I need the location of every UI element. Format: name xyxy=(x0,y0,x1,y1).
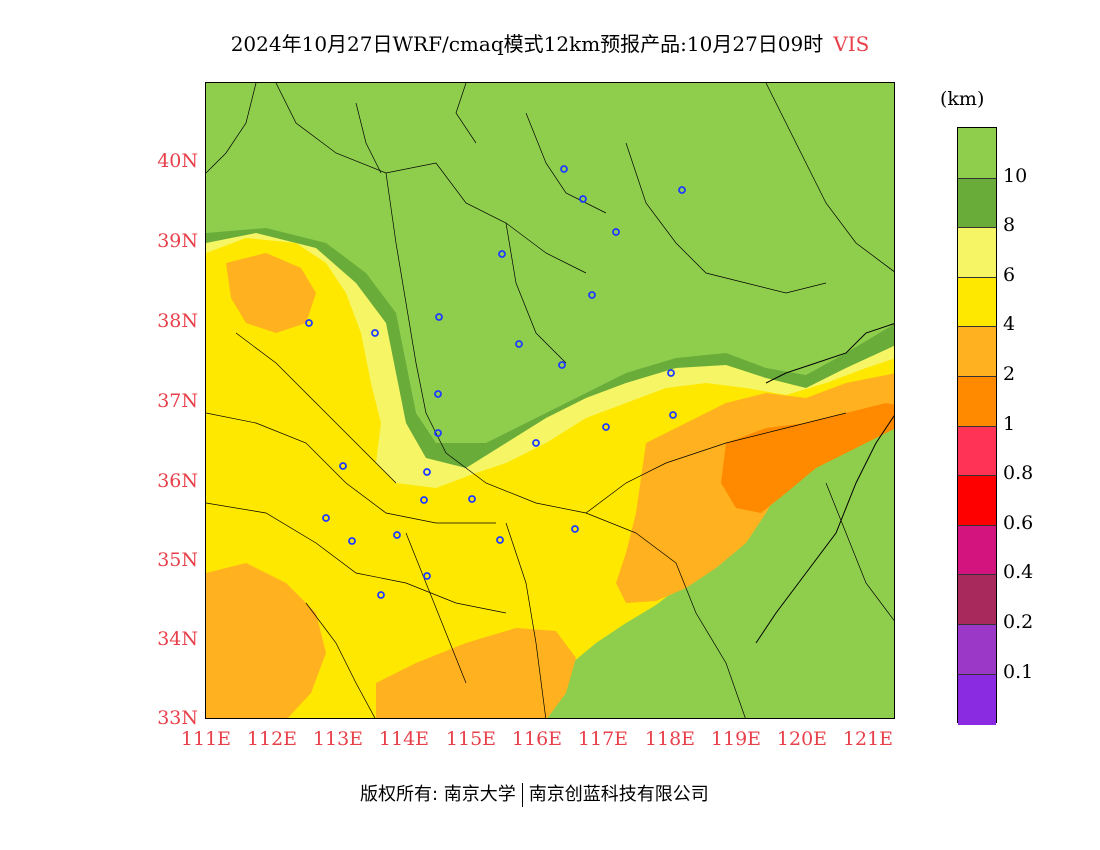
title-variable: VIS xyxy=(833,32,870,56)
lon-label-119e: 119E xyxy=(710,728,762,750)
lon-label-118e: 118E xyxy=(644,728,696,750)
station-marker xyxy=(678,186,686,194)
lat-label-38n: 38N xyxy=(157,310,198,332)
legend-label: 1 xyxy=(1003,412,1016,435)
legend-label: 8 xyxy=(1003,214,1016,237)
legend-swatch xyxy=(958,276,996,328)
station-marker xyxy=(339,462,347,470)
footer-left: 版权所有: 南京大学 xyxy=(360,784,516,805)
station-marker xyxy=(496,536,504,544)
station-marker xyxy=(667,369,675,377)
legend-swatch xyxy=(958,574,996,626)
lat-label-33n: 33N xyxy=(157,707,198,729)
station-marker xyxy=(515,340,523,348)
station-marker xyxy=(579,195,587,203)
chart-title: 2024年10月27日WRF/cmaq模式12km预报产品:10月27日09时 V… xyxy=(0,28,1100,57)
lat-label-36n: 36N xyxy=(157,470,198,492)
legend-swatch xyxy=(958,524,996,576)
station-marker xyxy=(602,423,610,431)
legend-label: 0.4 xyxy=(1003,561,1034,584)
lat-label-40n: 40N xyxy=(157,150,198,172)
lon-label-112e: 112E xyxy=(246,728,298,750)
lat-label-34n: 34N xyxy=(157,628,198,650)
coastline xyxy=(755,323,894,644)
lon-label-120e: 120E xyxy=(776,728,828,750)
station-marker xyxy=(468,495,476,503)
station-marker xyxy=(532,439,540,447)
legend-swatch xyxy=(958,326,996,378)
legend-swatch xyxy=(958,624,996,676)
lon-label-114e: 114E xyxy=(378,728,430,750)
station-marker xyxy=(612,228,620,236)
lat-label-39n: 39N xyxy=(157,230,198,252)
footer-right: 南京创蓝科技有限公司 xyxy=(528,784,709,805)
copyright-footer: 版权所有: 南京大学 南京创蓝科技有限公司 xyxy=(360,780,709,807)
lon-label-113e: 113E xyxy=(312,728,364,750)
legend-swatch xyxy=(958,475,996,527)
station-marker xyxy=(348,537,356,545)
lon-label-117e: 117E xyxy=(577,728,629,750)
legend-colorbar xyxy=(957,127,997,725)
station-marker xyxy=(434,429,442,437)
legend-swatch xyxy=(958,425,996,477)
legend-label: 2 xyxy=(1003,363,1016,385)
station-marker xyxy=(423,572,431,580)
station-marker xyxy=(423,468,431,476)
legend-label: 0.8 xyxy=(1003,462,1034,485)
legend-swatch xyxy=(958,227,996,279)
legend-label: 0.2 xyxy=(1003,611,1034,633)
station-marker xyxy=(498,250,506,258)
station-marker xyxy=(558,361,566,369)
legend-unit: (km) xyxy=(940,88,985,110)
legend-swatch xyxy=(958,376,996,428)
station-marker xyxy=(669,411,677,419)
lon-label-116e: 116E xyxy=(511,728,563,750)
station-marker xyxy=(435,313,443,321)
legend-label: 0.6 xyxy=(1003,511,1034,534)
lon-label-121e: 121E xyxy=(842,728,894,750)
station-marker xyxy=(571,525,579,533)
legend-label: 10 xyxy=(1003,164,1028,187)
map-svg xyxy=(206,83,894,718)
legend-label: 4 xyxy=(1003,313,1016,336)
legend-label: 0.1 xyxy=(1003,660,1034,683)
admin-boundaries xyxy=(206,83,894,718)
map-panel[interactable] xyxy=(205,82,895,719)
lat-label-35n: 35N xyxy=(157,549,198,571)
legend-swatch xyxy=(958,673,996,725)
legend-swatch xyxy=(958,177,996,229)
legend-swatch xyxy=(958,128,996,179)
station-marker xyxy=(420,496,428,504)
station-marker xyxy=(560,165,568,173)
station-marker xyxy=(588,291,596,299)
lon-label-115e: 115E xyxy=(445,728,497,750)
station-marker xyxy=(322,514,330,522)
legend-label: 6 xyxy=(1003,263,1016,286)
station-marker xyxy=(377,591,385,599)
footer-separator xyxy=(521,783,523,807)
vis-region-2-4 xyxy=(206,563,326,718)
vis-region-4-6 xyxy=(206,238,894,718)
title-main: 2024年10月27日WRF/cmaq模式12km预报产品:10月27日09时 xyxy=(230,32,824,56)
vis-region-2-4-west xyxy=(226,253,316,333)
vis-region-2-4-south xyxy=(376,628,576,718)
station-marker xyxy=(371,329,379,337)
vis-region-1-2 xyxy=(721,403,894,513)
station-marker xyxy=(393,531,401,539)
station-markers xyxy=(305,165,686,599)
station-marker xyxy=(305,319,313,327)
lat-label-37n: 37N xyxy=(157,390,198,412)
station-marker xyxy=(434,390,442,398)
lon-label-111e: 111E xyxy=(180,728,232,750)
